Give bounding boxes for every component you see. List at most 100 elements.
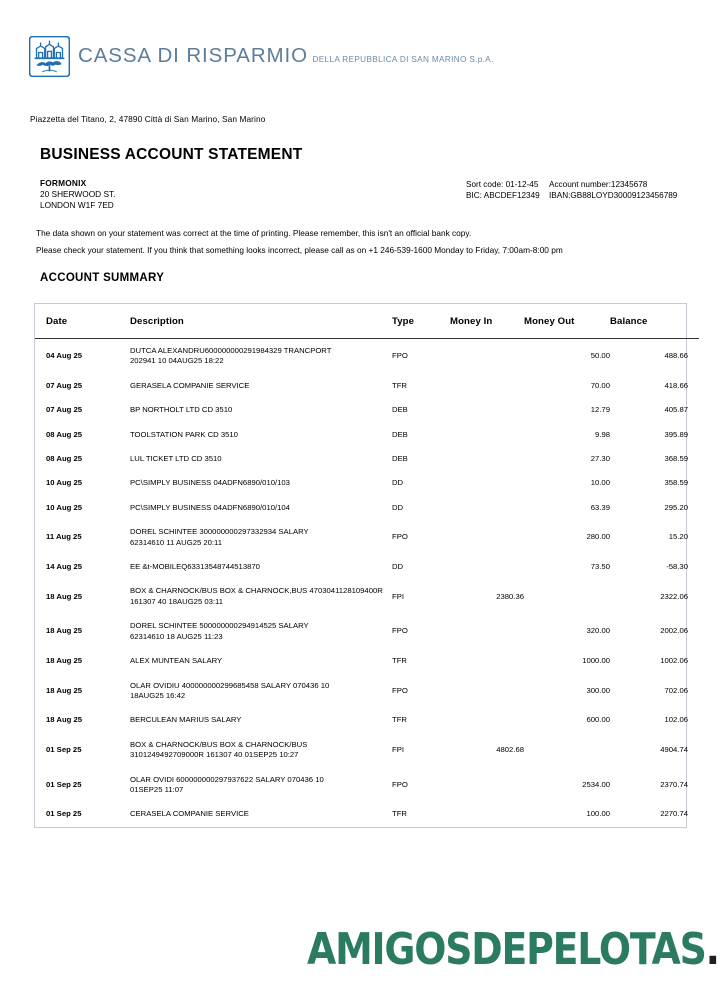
- cell-money-out: 70.00: [590, 380, 610, 390]
- statement-notices: The data shown on your statement was cor…: [36, 225, 563, 259]
- table-header: Date Description Type Money In Money Out…: [35, 304, 699, 339]
- cell-money-in: [450, 374, 524, 398]
- description-line-1: OLAR OVIDIU 400000000299685458 SALARY 07…: [130, 680, 330, 690]
- cell-description: OLAR OVIDIU 400000000299685458 SALARY 07…: [130, 674, 392, 709]
- cell-money-in: 2380.36: [496, 591, 524, 601]
- cell-description: OLAR OVIDI 600000000297937622 SALARY 070…: [130, 768, 392, 803]
- cell-balance: 102.06: [664, 715, 688, 725]
- table-row: 08 Aug 25 LUL TICKET LTD CD 3510 DEB 27.30 3…: [35, 447, 699, 471]
- description-line-1: OLAR OVIDI 600000000297937622 SALARY 070…: [130, 774, 324, 784]
- description-line-1: BERCULEAN MARIUS SALARY: [130, 715, 242, 725]
- description-line-1: PC\SIMPLY BUSINESS 04ADFN6890/010/104: [130, 502, 290, 512]
- bank-name: CASSA DI RISPARMIO: [78, 44, 308, 68]
- watermark-tld: .COM: [705, 924, 720, 975]
- column-header-type: Type: [392, 304, 450, 339]
- column-header-balance: Balance: [610, 304, 699, 339]
- cell-description: CERASELA COMPANIE SERVICE: [130, 802, 392, 826]
- description-line-1: DOREL SCHINTEE 500000000294914525 SALARY: [130, 621, 309, 631]
- cell-balance: 368.59: [664, 454, 688, 464]
- description-line-1: ALEX MUNTEAN SALARY: [130, 656, 223, 666]
- cell-balance: 2322.06: [660, 591, 688, 601]
- cell-description: DOREL SCHINTEE 300000000297332934 SALARY…: [130, 520, 392, 555]
- cell-balance: 405.87: [664, 405, 688, 415]
- column-header-money-in: Money In: [450, 304, 524, 339]
- cell-balance: 358.59: [664, 478, 688, 488]
- cell-money-out: 10.00: [590, 478, 610, 488]
- transactions-table: Date Description Type Money In Money Out…: [35, 304, 699, 827]
- cell-description: TOOLSTATION PARK CD 3510: [130, 423, 392, 447]
- cell-money-out: 1000.00: [582, 656, 610, 666]
- cell-type: FPO: [392, 351, 408, 361]
- description-line-1: GERASELA COMPANIE SERVICE: [130, 380, 250, 390]
- table-row: 18 Aug 25 BOX & CHARNOCK/BUS BOX & CHARNO…: [35, 579, 699, 614]
- column-header-money-out: Money Out: [524, 304, 610, 339]
- description-line-1: DUTCA ALEXANDRU600000000291984329 TRANCP…: [130, 346, 332, 355]
- bank-name-block: CASSA DI RISPARMIO DELLA REPUBBLICA DI S…: [78, 46, 494, 67]
- notice-line-1: The data shown on your statement was cor…: [36, 228, 472, 238]
- description-line-2: 202941 10 04AUG25 18:22: [130, 356, 224, 366]
- cell-type: FPO: [392, 626, 408, 636]
- table-row: 18 Aug 25 ALEX MUNTEAN SALARY TFR 1000.00 10…: [35, 649, 699, 673]
- description-line-1: PC\SIMPLY BUSINESS 04ADFN6890/010/103: [130, 478, 290, 488]
- description-line-1: BP NORTHOLT LTD CD 3510: [130, 405, 233, 415]
- description-line-1: EE &t-MOBILEQ63313548744513870: [130, 562, 260, 572]
- cell-description: ALEX MUNTEAN SALARY: [130, 649, 392, 673]
- cell-date: 18 Aug 25: [46, 656, 83, 666]
- cell-type: FPO: [392, 685, 408, 695]
- cell-balance: 15.20: [668, 532, 688, 542]
- cell-money-in: [450, 674, 524, 709]
- cell-date: 07 Aug 25: [46, 405, 83, 415]
- section-title-account-summary: ACCOUNT SUMMARY: [40, 272, 165, 284]
- cell-balance: 488.66: [664, 351, 688, 361]
- cell-balance: 702.06: [664, 685, 688, 695]
- cell-balance: 2002.06: [660, 626, 688, 636]
- cell-description: GERASELA COMPANIE SERVICE: [130, 374, 392, 398]
- table-row: 18 Aug 25 DOREL SCHINTEE 5000000002949145…: [35, 614, 699, 649]
- cell-type: FPO: [392, 532, 408, 542]
- bank-address: Piazzetta del Titano, 2, 47890 Città di …: [30, 114, 266, 124]
- cell-money-out: 100.00: [586, 809, 610, 819]
- iban-code: IBAN:GB88LOYD30009123456789: [549, 191, 678, 201]
- cell-date: 08 Aug 25: [46, 454, 83, 464]
- description-line-2: 01SEP25 11:07: [130, 784, 184, 794]
- table-row: 01 Sep 25 BOX & CHARNOCK/BUS BOX & CHARNO…: [35, 733, 699, 768]
- cell-date: 14 Aug 25: [46, 562, 83, 572]
- cell-description: BP NORTHOLT LTD CD 3510: [130, 398, 392, 422]
- cell-description: DOREL SCHINTEE 500000000294914525 SALARY…: [130, 614, 392, 649]
- cell-money-in: [450, 423, 524, 447]
- site-watermark: AMIGOSDEPELOTAS.COM: [307, 924, 720, 975]
- bank-logo: CASSA DI RISPARMIO DELLA REPUBBLICA DI S…: [28, 35, 494, 78]
- cell-money-in: [450, 447, 524, 471]
- cell-type: TFR: [392, 715, 407, 725]
- cell-date: 10 Aug 25: [46, 502, 83, 512]
- cell-money-out: 9.98: [595, 429, 610, 439]
- cell-balance: 4904.74: [660, 744, 688, 754]
- cell-balance: 2370.74: [660, 779, 688, 789]
- notice-line-2: Please check your statement. If you thin…: [36, 245, 563, 255]
- cell-date: 07 Aug 25: [46, 380, 83, 390]
- account-details-row-2: BIC: ABCDEF12349 IBAN:GB88LOYD3000912345…: [466, 190, 677, 201]
- cell-date: 01 Sep 25: [46, 744, 82, 754]
- cell-type: DD: [392, 562, 404, 572]
- description-line-1: LUL TICKET LTD CD 3510: [130, 454, 222, 464]
- cell-money-in: [450, 520, 524, 555]
- table-row: 07 Aug 25 BP NORTHOLT LTD CD 3510 DEB 12.79…: [35, 398, 699, 422]
- cell-money-out: 2534.00: [582, 779, 610, 789]
- cell-type: DEB: [392, 405, 408, 415]
- cell-money-out: 50.00: [590, 351, 610, 361]
- cell-type: DD: [392, 502, 404, 512]
- cell-description: BOX & CHARNOCK/BUS BOX & CHARNOCK/BUS 310…: [130, 733, 392, 768]
- cell-money-in: [450, 555, 524, 579]
- account-number: Account number:12345678: [549, 180, 648, 189]
- cell-money-in: [450, 398, 524, 422]
- cell-type: FPI: [392, 744, 404, 754]
- bic-code: BIC: ABCDEF12349: [466, 191, 540, 201]
- cell-date: 18 Aug 25: [46, 591, 83, 601]
- sort-code: Sort code: 01-12-45: [466, 180, 539, 189]
- cell-type: FPO: [392, 779, 408, 789]
- cell-date: 18 Aug 25: [46, 626, 83, 636]
- customer-address-line-1: 20 SHERWOOD ST.: [40, 189, 116, 200]
- cell-type: DEB: [392, 454, 408, 464]
- cell-balance: 295.20: [664, 502, 688, 512]
